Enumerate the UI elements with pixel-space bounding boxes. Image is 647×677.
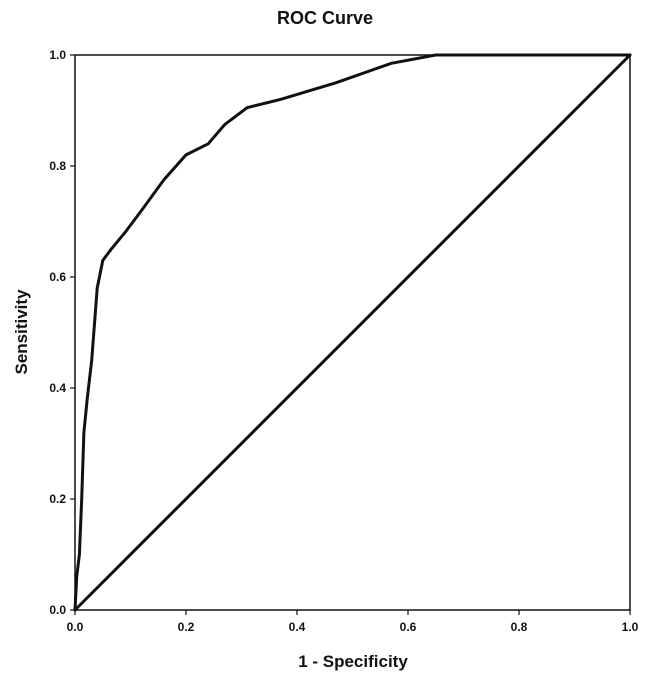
plot-frame [74,54,631,611]
x-tick-label: 0.0 [67,620,84,634]
y-tick-label: 0.4 [49,381,66,395]
x-tick-label: 1.0 [622,620,639,634]
y-axis-label: Sensitivity [12,289,31,375]
y-tick-label: 0.2 [49,492,66,506]
reference-diagonal-line [73,53,632,612]
y-tick-label: 1.0 [49,48,66,62]
x-tick-label: 0.2 [178,620,195,634]
y-tick-label: 0.6 [49,270,66,284]
chart-lines [73,53,632,612]
roc-curve-line [73,53,632,612]
axis-ticks: 0.0 0.2 0.4 0.6 0.8 1.0 0.0 0.2 0.4 0.6 0.8 1.0 [49,48,638,634]
chart-title: ROC Curve [277,8,373,28]
x-tick-label: 0.4 [289,620,306,634]
x-tick-label: 0.6 [400,620,417,634]
y-tick-label: 0.8 [49,159,66,173]
x-axis-label: 1 - Specificity [298,652,408,671]
x-tick-label: 0.8 [511,620,528,634]
y-tick-label: 0.0 [49,603,66,617]
